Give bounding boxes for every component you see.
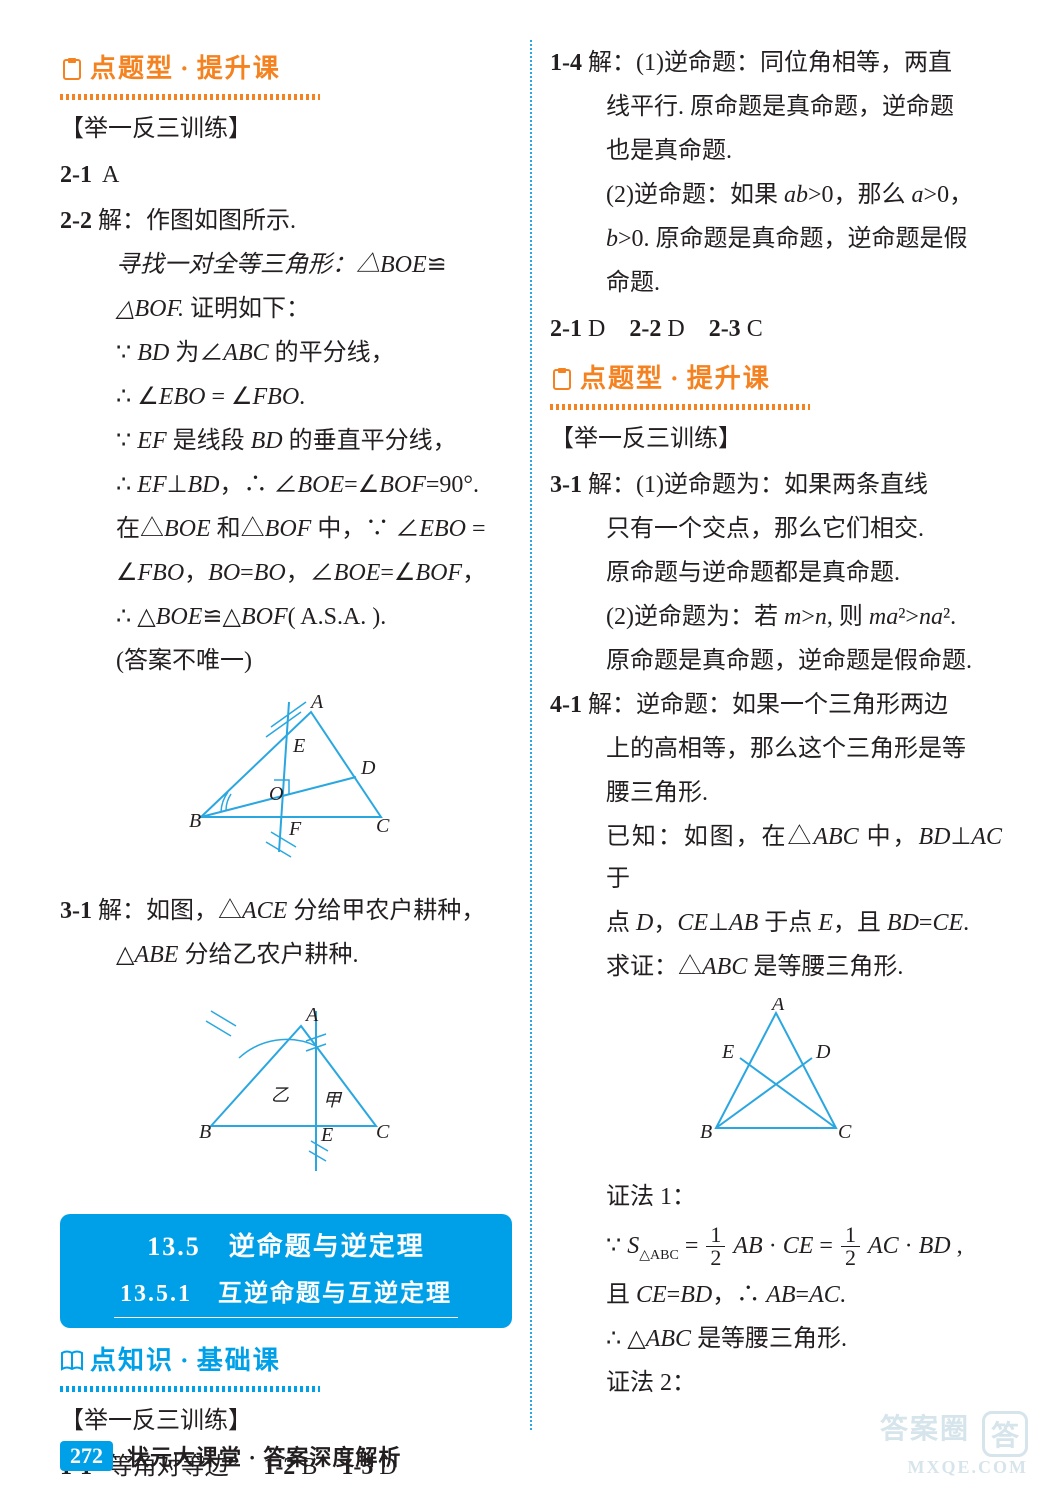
- proof1-eq: ∵ S△ABC = 12 AB · CE = 12 AC · BD ,: [550, 1220, 1002, 1273]
- fig1-E: E: [292, 735, 305, 757]
- sol-2-2-l2: ∵ BD 为∠ABC 的平分线，: [60, 332, 512, 374]
- sol-2-2-l1: △BOF. 证明如下：: [60, 288, 512, 330]
- chapter-line1: 13.5 逆命题与逆定理: [74, 1224, 498, 1270]
- section-title-b: 提升课: [197, 46, 281, 92]
- fig1-A: A: [309, 692, 324, 713]
- section-title-a: 点题型: [90, 46, 174, 92]
- solution-3-1-lead: 3-1 解：如图，△ACE 分给甲农户耕种，: [60, 890, 512, 932]
- figure-2: A B C E 甲 乙: [60, 986, 512, 1200]
- training-label-2: 【举一反三训练】: [60, 1400, 512, 1442]
- fig1-D: D: [360, 757, 376, 779]
- sol-2-2-l8: ∴ △BOE≌△BOF( A.S.A. ).: [60, 596, 512, 638]
- fig3-A: A: [770, 998, 785, 1015]
- fig2-yi: 乙: [271, 1085, 289, 1105]
- clipboard-icon: [60, 57, 84, 81]
- section2-title-b: 基础课: [197, 1338, 281, 1384]
- solution-1-4-lead: 1-4 解：(1)逆命题：同位角相等，两直: [550, 42, 1002, 84]
- fig2-A: A: [304, 1004, 319, 1026]
- figure-3: A B C D E: [550, 998, 1002, 1162]
- section-header-2: 点知识 · 基础课: [60, 1338, 512, 1384]
- fig1-F: F: [288, 818, 302, 840]
- section2-title-dot: ·: [180, 1338, 191, 1384]
- proof2-label: 证法 2：: [550, 1362, 1002, 1404]
- section3-title-a: 点题型: [580, 356, 664, 402]
- clipboard-icon: [550, 367, 574, 391]
- sol-num: 3-1: [60, 898, 92, 924]
- fig2-C: C: [376, 1121, 390, 1143]
- book-icon: [60, 1349, 84, 1373]
- page-footer: 272 状元大课堂 · 答案深度解析: [60, 1440, 401, 1472]
- fig2-jia: 甲: [323, 1090, 343, 1110]
- sol-4-1-l4: 求证：△ABC 是等腰三角形.: [550, 946, 1002, 988]
- fig3-B: B: [700, 1121, 712, 1143]
- wavy-underline: [60, 94, 320, 100]
- fig1-O: O: [269, 783, 283, 805]
- sol-2-2-l7: ∠FBO，BO=BO，∠BOE=∠BOF，: [60, 552, 512, 594]
- right-column: 1-4 解：(1)逆命题：同位角相等，两直 线平行. 原命题是真命题，逆命题 也…: [532, 40, 1002, 1430]
- section-header-1: 点题型 · 提升课: [60, 46, 512, 92]
- fig2-B: B: [199, 1121, 211, 1143]
- wavy-underline-2: [550, 404, 810, 410]
- sol-1-4-l3: b>0. 原命题是真命题，逆命题是假: [550, 218, 1002, 260]
- page-columns: 点题型 · 提升课 【举一反三训练】 2-1 A 2-2 解：作图如图所示. 寻…: [0, 0, 1048, 1430]
- sol-4-1-l3: 点 D，CE⊥AB 于点 E，且 BD=CE.: [550, 902, 1002, 944]
- watermark-line1: 答案圈: [880, 1414, 970, 1445]
- section-title-dot: ·: [180, 46, 191, 92]
- sol-4-1-l2: 已知：如图，在△ABC 中，BD⊥AC 于: [550, 816, 1002, 900]
- sol-2-2-l9: (答案不唯一): [60, 640, 512, 682]
- section-header-3: 点题型 · 提升课: [550, 356, 1002, 402]
- sol-r-3-1-lead: 3-1 解：(1)逆命题为：如果两条直线: [550, 464, 1002, 506]
- section3-title-b: 提升课: [687, 356, 771, 402]
- sol-lead: 解：作图如图所示.: [92, 208, 296, 234]
- sol-num: 2-2: [60, 208, 92, 234]
- watermark-icon: 答: [982, 1411, 1028, 1457]
- sol-r-3-1-l2: (2)逆命题为：若 m>n, 则 ma²>na².: [550, 596, 1002, 638]
- sol-1-4-l0: 线平行. 原命题是真命题，逆命题: [550, 86, 1002, 128]
- footer-text: 状元大课堂 · 答案深度解析: [127, 1440, 401, 1472]
- sol-r-3-1-l1: 原命题与逆命题都是真命题.: [550, 552, 1002, 594]
- fig3-C: C: [838, 1121, 852, 1143]
- chapter-line2: 13.5.1 互逆命题与互逆定理: [114, 1273, 458, 1318]
- sol-2-2-l3: ∴ ∠EBO = ∠FBO.: [60, 376, 512, 418]
- answer-2-1: 2-1 A: [60, 154, 512, 196]
- left-column: 点题型 · 提升课 【举一反三训练】 2-1 A 2-2 解：作图如图所示. 寻…: [60, 40, 530, 1430]
- fig1-B: B: [189, 810, 201, 832]
- fig1-C: C: [376, 815, 390, 837]
- sol-r-3-1-l0: 只有一个交点，那么它们相交.: [550, 508, 1002, 550]
- sol-2-2-l5: ∴ EF⊥BD，∴ ∠BOE=∠BOF=90°.: [60, 464, 512, 506]
- sol-r-3-1-l3: 原命题是真命题，逆命题是假命题.: [550, 640, 1002, 682]
- sol-4-1-l0: 上的高相等，那么这个三角形是等: [550, 728, 1002, 770]
- sol-4-1-lead: 4-1 解：逆命题：如果一个三角形两边: [550, 684, 1002, 726]
- training-label-3: 【举一反三训练】: [550, 418, 1002, 460]
- fig2-E: E: [320, 1124, 333, 1146]
- sol-1-4-l4: 命题.: [550, 262, 1002, 304]
- chapter-box: 13.5 逆命题与逆定理 13.5.1 互逆命题与互逆定理: [60, 1214, 512, 1329]
- figure-1: A B C D E F O: [60, 692, 512, 876]
- sol-1-4-l2: (2)逆命题：如果 ab>0，那么 a>0，: [550, 174, 1002, 216]
- solution-2-2-lead: 2-2 解：作图如图所示.: [60, 200, 512, 242]
- answer-num: 2-1: [60, 162, 92, 188]
- proof1-label: 证法 1：: [550, 1176, 1002, 1218]
- answer-val: A: [102, 162, 119, 188]
- sol-2-2-l6: 在△BOE 和△BOF 中，∵ ∠EBO =: [60, 508, 512, 550]
- sol-2-2-l4: ∵ EF 是线段 BD 的垂直平分线，: [60, 420, 512, 462]
- wavy-underline-blue: [60, 1386, 320, 1392]
- proof1-l3: ∴ △ABC 是等腰三角形.: [550, 1318, 1002, 1360]
- section2-title-a: 点知识: [90, 1338, 174, 1384]
- proof1-l2: 且 CE=BD，∴ AB=AC.: [550, 1274, 1002, 1316]
- section3-title-dot: ·: [670, 356, 681, 402]
- watermark-line2: MXQE.COM: [880, 1457, 1028, 1478]
- solution-3-1-l2: △ABE 分给乙农户耕种.: [60, 934, 512, 976]
- fig3-D: D: [815, 1041, 831, 1063]
- watermark: 答案圈 答 MXQE.COM: [880, 1407, 1028, 1478]
- sol-2-2-l0: 寻找一对全等三角形：△BOE≌: [60, 244, 512, 286]
- sol-4-1-l1: 腰三角形.: [550, 772, 1002, 814]
- sol-1-4-l1: 也是真命题.: [550, 130, 1002, 172]
- fig3-E: E: [721, 1041, 734, 1063]
- page-number: 272: [60, 1441, 113, 1471]
- answer-row-2: 2-1 D 2-2 D 2-3 C: [550, 308, 1002, 350]
- training-label: 【举一反三训练】: [60, 108, 512, 150]
